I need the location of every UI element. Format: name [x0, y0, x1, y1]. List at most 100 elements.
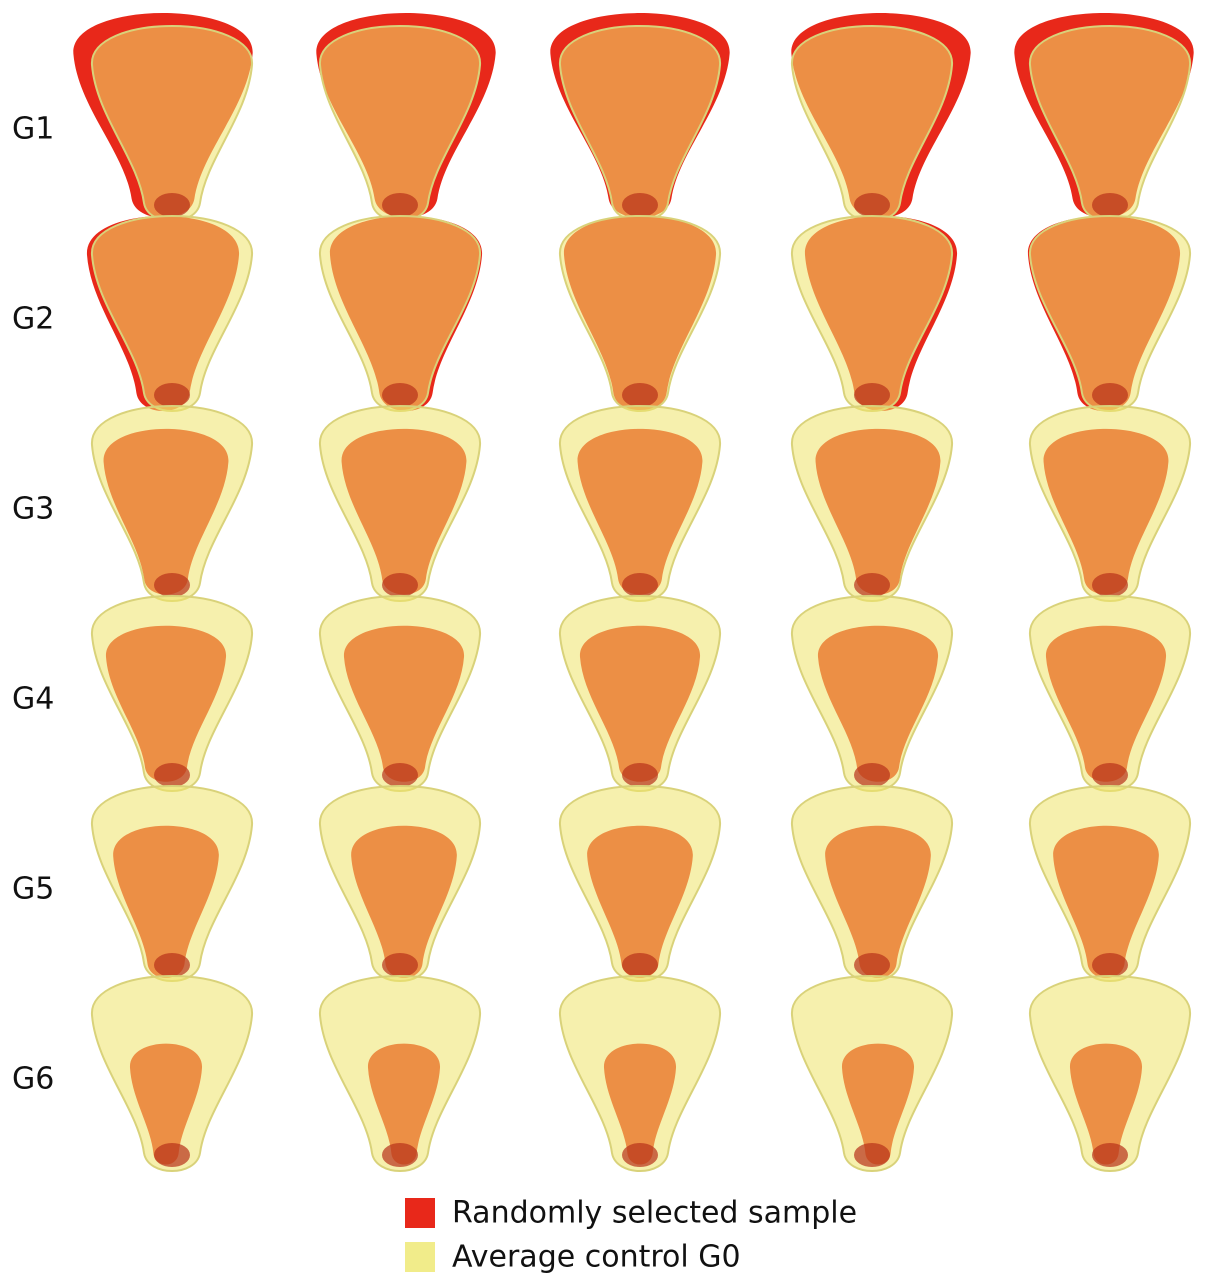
shape	[560, 976, 720, 1171]
apex	[154, 383, 190, 407]
control-surface	[92, 786, 252, 981]
control-surface	[792, 976, 952, 1171]
control-surface	[92, 216, 252, 411]
shape	[792, 976, 952, 1171]
control-surface	[92, 26, 252, 221]
legend-swatch-control	[405, 1242, 435, 1272]
shape	[792, 216, 957, 411]
control-surface	[1030, 596, 1190, 791]
shape	[320, 596, 480, 791]
control-surface	[320, 216, 480, 411]
row-label: G6	[12, 1062, 54, 1097]
shape	[792, 406, 952, 601]
control-surface	[792, 786, 952, 981]
control-surface	[92, 596, 252, 791]
apex	[154, 1143, 190, 1167]
apex	[382, 573, 418, 597]
apex	[154, 953, 190, 977]
legend-swatch-sample	[405, 1198, 435, 1228]
control-surface	[792, 406, 952, 601]
figure: Randomly selected sample Average control…	[0, 0, 1230, 1286]
shape	[92, 786, 252, 981]
shape	[320, 976, 480, 1171]
apex	[622, 193, 658, 217]
shape	[792, 786, 952, 981]
page: Randomly selected sample Average control…	[0, 0, 1230, 1286]
legend-label: Randomly selected sample	[452, 1196, 857, 1231]
shape	[320, 786, 480, 981]
apex	[1092, 953, 1128, 977]
apex	[854, 573, 890, 597]
control-surface	[560, 976, 720, 1171]
apex	[1092, 383, 1128, 407]
apex	[382, 383, 418, 407]
apex	[854, 193, 890, 217]
control-surface	[560, 596, 720, 791]
apex	[1092, 193, 1128, 217]
apex	[1092, 1143, 1128, 1167]
apex	[154, 573, 190, 597]
control-surface	[792, 596, 952, 791]
apex	[622, 1143, 658, 1167]
shape	[92, 406, 252, 601]
shape	[73, 13, 252, 221]
control-surface	[320, 786, 480, 981]
control-surface	[560, 406, 720, 601]
apex	[854, 1143, 890, 1167]
shape	[320, 406, 480, 601]
legend-label: Average control G0	[452, 1240, 741, 1275]
control-surface	[92, 976, 252, 1171]
shape	[92, 596, 252, 791]
control-surface	[1030, 976, 1190, 1171]
row-label: G2	[12, 302, 54, 337]
shape	[792, 596, 952, 791]
control-surface	[1030, 216, 1190, 411]
apex	[854, 383, 890, 407]
apex	[1092, 573, 1128, 597]
apex	[154, 763, 190, 787]
shape	[560, 406, 720, 601]
shape	[560, 216, 720, 411]
row-label: G5	[12, 872, 54, 907]
control-surface	[560, 786, 720, 981]
apex	[622, 573, 658, 597]
control-surface	[1030, 406, 1190, 601]
control-surface	[792, 216, 952, 411]
shape	[791, 13, 970, 221]
control-surface	[1030, 786, 1190, 981]
apex	[382, 193, 418, 217]
row-label: G1	[12, 112, 54, 147]
shape	[560, 786, 720, 981]
shape	[1028, 216, 1190, 411]
shape	[550, 13, 729, 221]
apex	[622, 763, 658, 787]
shape	[1030, 406, 1190, 601]
control-surface	[792, 26, 952, 221]
control-surface	[320, 406, 480, 601]
row-label: G4	[12, 682, 54, 717]
apex	[622, 383, 658, 407]
apex	[854, 953, 890, 977]
apex	[382, 953, 418, 977]
control-surface	[320, 976, 480, 1171]
shape	[320, 216, 482, 411]
shape-grid	[73, 13, 1193, 1171]
control-surface	[1030, 26, 1190, 221]
apex	[382, 1143, 418, 1167]
shape	[1030, 786, 1190, 981]
shape	[1030, 976, 1190, 1171]
apex	[382, 763, 418, 787]
shape	[1030, 596, 1190, 791]
apex	[622, 953, 658, 977]
control-surface	[320, 596, 480, 791]
shape	[87, 216, 252, 411]
row-label: G3	[12, 492, 54, 527]
control-surface	[320, 26, 480, 221]
apex	[854, 763, 890, 787]
shape	[92, 976, 252, 1171]
control-surface	[92, 406, 252, 601]
shape	[1014, 13, 1193, 221]
control-surface	[560, 216, 720, 411]
control-surface	[560, 26, 720, 221]
shape	[560, 596, 720, 791]
